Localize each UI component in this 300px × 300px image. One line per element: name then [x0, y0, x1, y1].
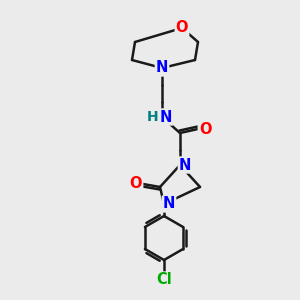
Text: Cl: Cl: [156, 272, 172, 287]
Text: N: N: [160, 110, 172, 124]
Text: O: O: [130, 176, 142, 191]
Text: H: H: [147, 110, 159, 124]
Text: N: N: [156, 61, 168, 76]
Text: O: O: [176, 20, 188, 35]
Text: O: O: [199, 122, 211, 136]
Text: N: N: [179, 158, 191, 172]
Text: N: N: [163, 196, 175, 211]
